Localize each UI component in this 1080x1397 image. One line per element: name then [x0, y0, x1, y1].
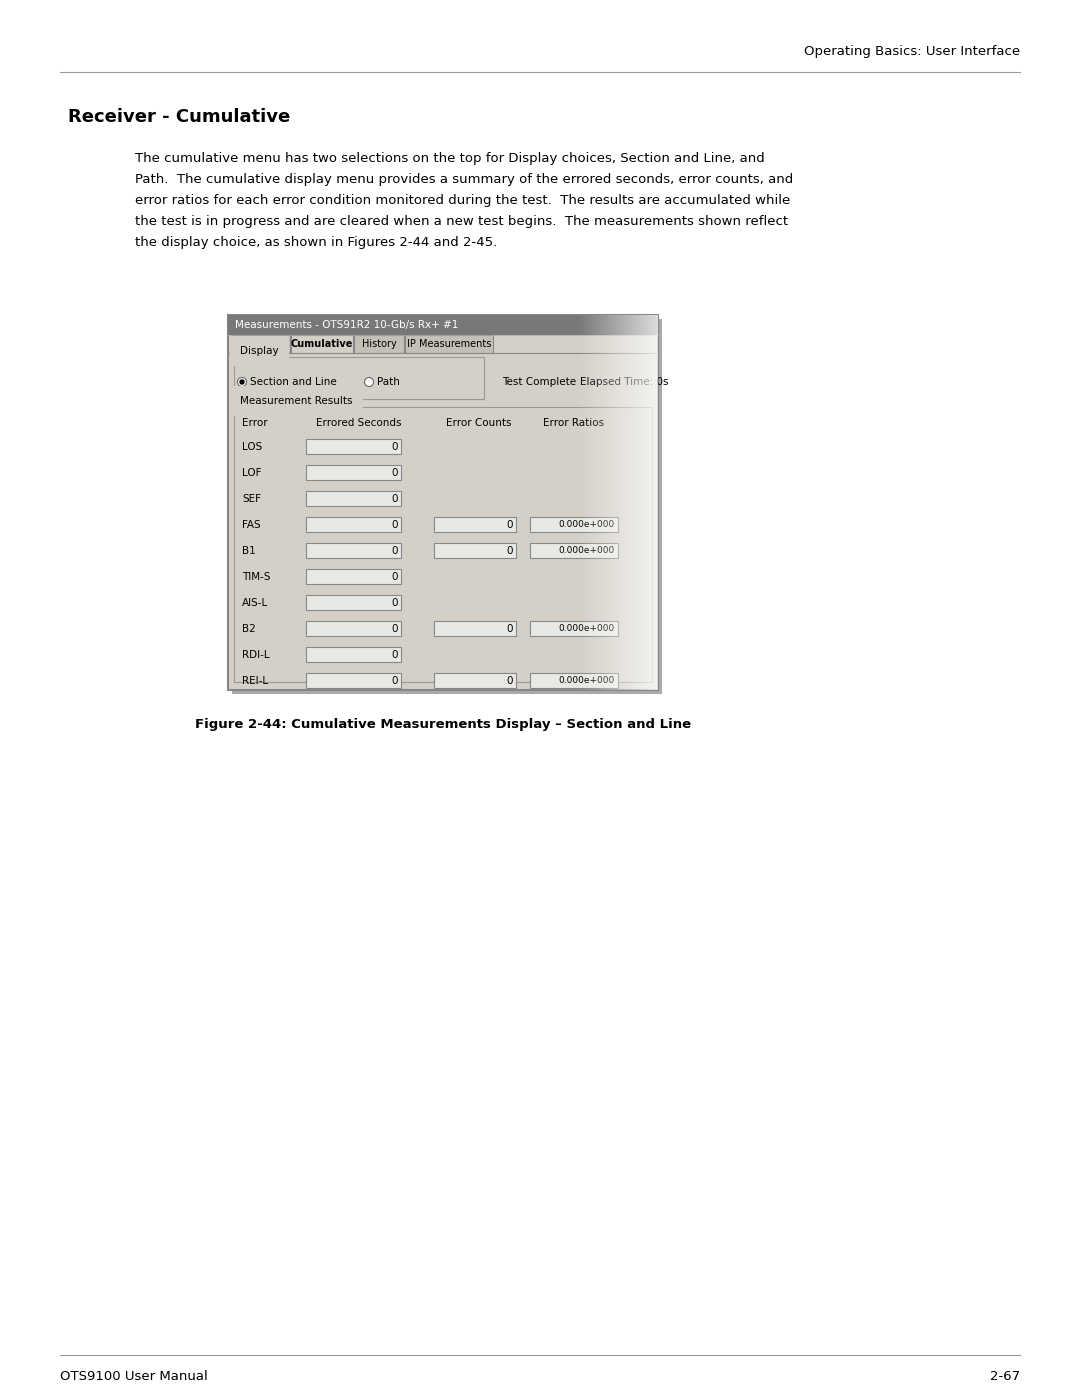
FancyBboxPatch shape: [306, 647, 401, 662]
FancyBboxPatch shape: [405, 335, 492, 353]
Text: AIS-L: AIS-L: [242, 598, 268, 608]
Text: OTS9100 User Manual: OTS9100 User Manual: [60, 1370, 207, 1383]
Text: error ratios for each error condition monitored during the test.  The results ar: error ratios for each error condition mo…: [135, 194, 791, 207]
FancyBboxPatch shape: [234, 358, 484, 400]
Text: LOS: LOS: [242, 441, 262, 451]
FancyBboxPatch shape: [306, 569, 401, 584]
FancyBboxPatch shape: [306, 439, 401, 454]
FancyBboxPatch shape: [306, 543, 401, 557]
Text: Section and Line: Section and Line: [249, 377, 337, 387]
Text: 0: 0: [391, 520, 399, 529]
Text: Errored Seconds: Errored Seconds: [316, 418, 402, 427]
Text: 0: 0: [507, 520, 513, 529]
Text: TIM-S: TIM-S: [242, 571, 270, 581]
Text: Figure 2-44: Cumulative Measurements Display – Section and Line: Figure 2-44: Cumulative Measurements Dis…: [194, 718, 691, 731]
FancyBboxPatch shape: [291, 335, 353, 353]
FancyBboxPatch shape: [530, 543, 618, 557]
FancyBboxPatch shape: [306, 490, 401, 506]
Text: 0: 0: [391, 468, 399, 478]
Circle shape: [240, 380, 244, 384]
Text: 0: 0: [507, 623, 513, 633]
Text: 0.000e+000: 0.000e+000: [558, 624, 615, 633]
Text: SEF: SEF: [242, 493, 261, 503]
Text: The cumulative menu has two selections on the top for Display choices, Section a: The cumulative menu has two selections o…: [135, 152, 765, 165]
Text: 0.000e+000: 0.000e+000: [558, 520, 615, 529]
Text: 0: 0: [391, 545, 399, 556]
FancyBboxPatch shape: [228, 314, 658, 335]
Text: RDI-L: RDI-L: [242, 650, 270, 659]
Text: 0: 0: [391, 623, 399, 633]
Text: 0: 0: [391, 441, 399, 451]
FancyBboxPatch shape: [434, 517, 516, 532]
Text: B2: B2: [242, 623, 256, 633]
Text: Display: Display: [240, 346, 279, 356]
Text: FAS: FAS: [242, 520, 260, 529]
FancyBboxPatch shape: [434, 543, 516, 557]
Text: Elapsed Time: 0s: Elapsed Time: 0s: [580, 377, 669, 387]
Text: the test is in progress and are cleared when a new test begins.  The measurement: the test is in progress and are cleared …: [135, 215, 788, 228]
Text: Real-Time: Real-Time: [238, 339, 285, 349]
Circle shape: [238, 377, 246, 387]
FancyBboxPatch shape: [306, 595, 401, 610]
FancyBboxPatch shape: [434, 622, 516, 636]
Text: Path: Path: [377, 377, 400, 387]
Text: 0: 0: [391, 676, 399, 686]
Text: Measurements - OTS91R2 10-Gb/s Rx+ #1: Measurements - OTS91R2 10-Gb/s Rx+ #1: [235, 320, 458, 330]
FancyBboxPatch shape: [306, 673, 401, 687]
Text: History: History: [362, 339, 396, 349]
Text: Test Complete: Test Complete: [502, 377, 576, 387]
Text: Path.  The cumulative display menu provides a summary of the errored seconds, er: Path. The cumulative display menu provid…: [135, 173, 793, 186]
Text: Cumulative: Cumulative: [291, 339, 353, 349]
FancyBboxPatch shape: [228, 314, 658, 690]
Text: 0: 0: [507, 545, 513, 556]
Text: Receiver - Cumulative: Receiver - Cumulative: [68, 108, 291, 126]
Text: 0: 0: [391, 571, 399, 581]
Text: 0.000e+000: 0.000e+000: [558, 676, 615, 685]
FancyBboxPatch shape: [530, 673, 618, 687]
Text: 0.000e+000: 0.000e+000: [558, 546, 615, 555]
Text: B1: B1: [242, 545, 256, 556]
FancyBboxPatch shape: [354, 335, 404, 353]
FancyBboxPatch shape: [234, 407, 652, 682]
Text: Error: Error: [242, 418, 268, 427]
Text: Error Counts: Error Counts: [446, 418, 512, 427]
Text: Measurement Results: Measurement Results: [240, 395, 352, 407]
Text: 0: 0: [391, 493, 399, 503]
Text: the display choice, as shown in Figures 2-44 and 2-45.: the display choice, as shown in Figures …: [135, 236, 497, 249]
Text: REI-L: REI-L: [242, 676, 268, 686]
Circle shape: [365, 377, 374, 387]
Text: 2-67: 2-67: [990, 1370, 1020, 1383]
Text: 0: 0: [507, 676, 513, 686]
Text: LOF: LOF: [242, 468, 261, 478]
FancyBboxPatch shape: [306, 622, 401, 636]
FancyBboxPatch shape: [232, 335, 291, 353]
FancyBboxPatch shape: [232, 319, 662, 694]
Text: 0: 0: [391, 650, 399, 659]
FancyBboxPatch shape: [434, 673, 516, 687]
Text: IP Measurements: IP Measurements: [407, 339, 491, 349]
FancyBboxPatch shape: [530, 517, 618, 532]
FancyBboxPatch shape: [306, 517, 401, 532]
Text: 0: 0: [391, 598, 399, 608]
Text: Operating Basics: User Interface: Operating Basics: User Interface: [804, 45, 1020, 59]
Text: Error Ratios: Error Ratios: [543, 418, 605, 427]
FancyBboxPatch shape: [530, 622, 618, 636]
FancyBboxPatch shape: [306, 465, 401, 481]
